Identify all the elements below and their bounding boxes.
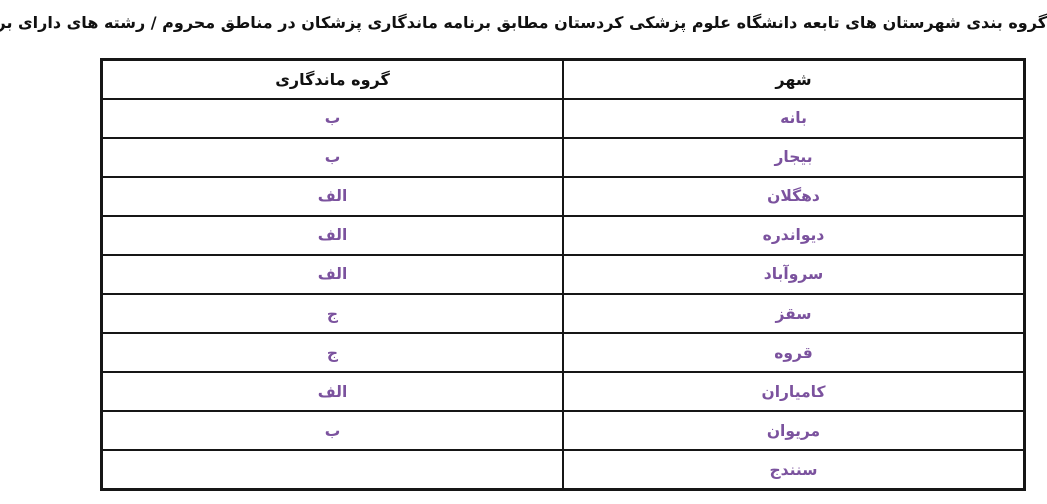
city-cell: دیواندره — [562, 214, 1026, 256]
group-cell: الف — [100, 214, 564, 256]
city-cell: قروه — [562, 332, 1026, 374]
table-row: سقز ج — [100, 292, 1026, 335]
city-cell: سقز — [562, 292, 1026, 335]
city-cell: کامیاران — [562, 371, 1026, 413]
table-row: بیجار ب — [100, 136, 1026, 178]
table-row: قروه ج — [100, 332, 1026, 374]
table-row: کامیاران الف — [100, 371, 1026, 413]
retention-group-table: شهر گروه ماندگاری بانه ب بیجار ب دهگلان … — [100, 58, 1026, 491]
group-cell — [100, 449, 564, 491]
city-cell: بانه — [562, 97, 1026, 139]
table-header-row: شهر گروه ماندگاری — [100, 58, 1026, 100]
table-row: سنندج — [100, 449, 1026, 491]
group-cell: ب — [100, 410, 564, 452]
city-cell: مریوان — [562, 410, 1026, 452]
group-cell: ب — [100, 97, 564, 139]
column-header-group: گروه ماندگاری — [100, 58, 564, 100]
table-row: دهگلان الف — [100, 175, 1026, 217]
group-cell: الف — [100, 253, 564, 295]
group-cell: ج — [100, 332, 564, 374]
city-cell: بیجار — [562, 136, 1026, 178]
page-title: گروه بندی شهرستان های تابعه دانشگاه علوم… — [0, 13, 1047, 32]
group-cell: الف — [100, 175, 564, 217]
table-row: مریوان ب — [100, 410, 1026, 452]
table-row: دیواندره الف — [100, 214, 1026, 256]
column-header-city: شهر — [562, 58, 1026, 100]
table-row: سروآباد الف — [100, 253, 1026, 295]
group-cell: ج — [100, 292, 564, 335]
group-cell: ب — [100, 136, 564, 178]
city-cell: سروآباد — [562, 253, 1026, 295]
city-cell: دهگلان — [562, 175, 1026, 217]
group-cell: الف — [100, 371, 564, 413]
table-row: بانه ب — [100, 97, 1026, 139]
city-cell: سنندج — [562, 449, 1026, 491]
